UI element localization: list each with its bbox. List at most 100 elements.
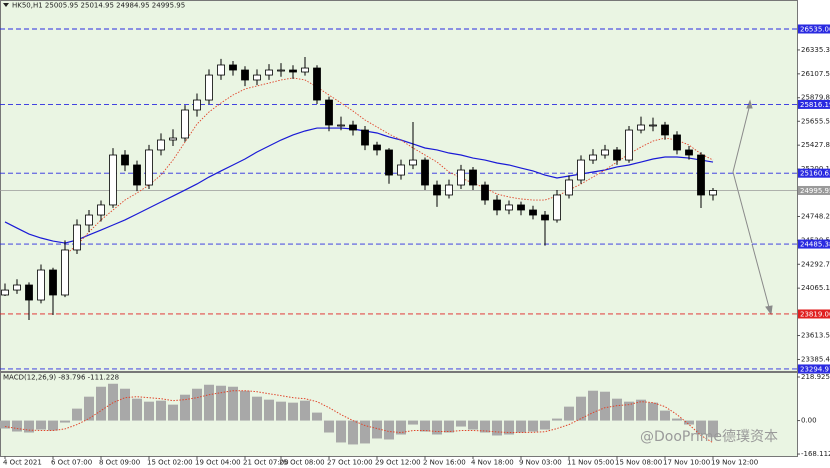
x-tick-label: 17 Nov 10:00 <box>663 459 710 467</box>
candle-body <box>625 129 633 161</box>
chart-title: HK50,H1 25005.95 25014.95 24984.95 24995… <box>12 2 185 10</box>
histogram-bar <box>708 420 718 438</box>
histogram-bar <box>648 402 658 421</box>
candle-body <box>697 154 705 196</box>
histogram-bar <box>384 420 394 440</box>
candle-body <box>541 214 549 221</box>
histogram-bar <box>588 390 598 421</box>
histogram-bar <box>348 420 358 445</box>
histogram-bar <box>564 406 574 421</box>
candle-body <box>589 154 597 161</box>
y-tick-label: 24292.70 <box>801 260 830 268</box>
histogram-bar <box>132 398 142 421</box>
candle-body <box>157 139 165 151</box>
y-tick-label: 24748.20 <box>801 212 830 220</box>
candle-body <box>649 124 657 127</box>
candle-body <box>1 289 9 296</box>
watermark: @DooPrime德璞资本 <box>640 429 778 445</box>
candle-body <box>601 149 609 156</box>
y-tick-label: 25427.80 <box>801 141 830 149</box>
candle-body <box>337 124 345 127</box>
level-label: 25816.19 <box>800 101 830 109</box>
candle-body <box>289 69 297 73</box>
histogram-bar <box>0 420 10 429</box>
level-label: 25160.63 <box>800 170 830 178</box>
level-box <box>798 99 830 109</box>
candle-body <box>241 69 249 81</box>
level-label: 26535.00 <box>800 25 830 33</box>
candle-body <box>421 159 429 186</box>
candle-body <box>565 179 573 196</box>
candle-body <box>181 109 189 139</box>
candle-body <box>73 224 81 251</box>
candle-body <box>709 190 717 196</box>
histogram-bar <box>264 399 274 421</box>
x-tick-label: 4 Oct 2021 <box>3 459 42 467</box>
histogram-bar <box>408 420 418 425</box>
candle-body <box>577 159 585 181</box>
title-arrow <box>3 3 9 7</box>
y-tick-label: 25879.80 <box>801 94 830 102</box>
histogram-bar <box>360 420 370 444</box>
x-tick-label: 25 Oct 08:00 <box>279 459 325 467</box>
candle-body <box>121 154 129 166</box>
candle-body <box>469 169 477 186</box>
histogram-bar <box>276 401 286 421</box>
level-box <box>798 24 830 34</box>
candle-body <box>229 64 237 71</box>
y-tick-label: 23613.55 <box>801 332 830 340</box>
x-tick-label: 6 Oct 07:00 <box>51 459 92 467</box>
histogram-bar <box>420 420 430 432</box>
histogram-bar <box>240 390 250 421</box>
histogram-bar <box>216 385 226 421</box>
histogram-bar <box>660 410 670 421</box>
candle-body <box>13 284 21 291</box>
candle-body <box>49 269 57 296</box>
histogram-bar <box>168 404 178 421</box>
y-tick-label: 0.00 <box>801 417 817 425</box>
candle-body <box>529 209 537 216</box>
histogram-bar <box>336 420 346 443</box>
candle-body <box>661 124 669 136</box>
histogram-bar <box>624 401 634 421</box>
histogram-bar <box>672 418 682 421</box>
candle-body <box>685 149 693 156</box>
last-price-box <box>798 185 830 195</box>
y-tick-label: 218.925 <box>801 373 830 381</box>
histogram-bar <box>48 420 58 431</box>
candle-body <box>277 69 285 72</box>
histogram-bar <box>636 399 646 421</box>
arrow-head <box>765 305 773 316</box>
price-pane <box>0 0 798 372</box>
histogram-bar <box>372 420 382 439</box>
histogram-bar <box>108 383 118 421</box>
histogram-bar <box>36 420 46 430</box>
candle-body <box>481 184 489 201</box>
level-label: 24485.38 <box>800 241 830 249</box>
candle-body <box>457 169 465 186</box>
histogram-bar <box>540 420 550 430</box>
y-tick-label: 26335.35 <box>801 46 830 54</box>
x-tick-label: 15 Nov 08:00 <box>615 459 662 467</box>
candle-body <box>25 284 33 301</box>
histogram-bar <box>312 412 322 421</box>
histogram-bar <box>96 386 106 421</box>
candle-body <box>433 184 441 196</box>
x-tick-label: 9 Nov 03:00 <box>519 459 562 467</box>
candle-body <box>133 164 141 186</box>
projection-arrows <box>732 99 773 316</box>
candle-body <box>397 164 405 176</box>
histogram-bar <box>516 420 526 433</box>
x-tick-label: 21 Oct 07:00 <box>243 459 289 467</box>
y-tick-label: -168.112 <box>801 450 830 458</box>
histogram-bar <box>12 420 22 432</box>
histogram-bar <box>684 420 694 425</box>
y-tick-label: 24065.10 <box>801 284 830 292</box>
candle-body <box>409 159 417 166</box>
x-tick-label: 15 Oct 02:00 <box>147 459 193 467</box>
candle-body <box>553 194 561 221</box>
x-tick-label: 11 Nov 05:00 <box>567 459 614 467</box>
histogram-bar <box>432 420 442 435</box>
histogram-bar <box>72 408 82 421</box>
